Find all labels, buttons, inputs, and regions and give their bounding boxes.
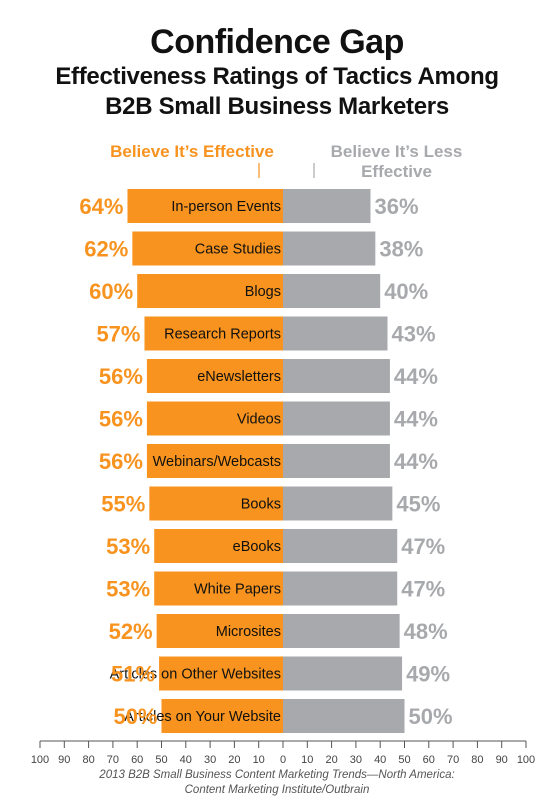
value-label-effective-case-studies: 62% <box>84 237 128 262</box>
x-axis-tick-label: 70 <box>107 754 119 766</box>
chart-source: 2013 B2B Small Business Content Marketin… <box>0 768 554 798</box>
bar-effective-enewsletters <box>146 359 283 393</box>
bar-less-effective-webinars-webcasts <box>283 444 390 478</box>
legend-effective: Believe It’s Effective <box>110 142 274 161</box>
value-label-effective-enewsletters: 56% <box>99 364 143 389</box>
x-axis-tick-label: 60 <box>423 754 435 766</box>
x-axis-tick-label: 20 <box>228 754 240 766</box>
value-label-effective-videos: 56% <box>99 407 143 432</box>
category-label-enewsletters: eNewsletters <box>197 369 281 385</box>
value-label-less-effective-white-papers: 47% <box>401 577 445 602</box>
x-axis-tick-label: 0 <box>280 754 286 766</box>
x-axis-tick-label: 100 <box>31 754 49 766</box>
value-label-less-effective-microsites: 48% <box>404 619 448 644</box>
bar-less-effective-case-studies <box>283 231 376 266</box>
chart-title-block: Confidence Gap Effectiveness Ratings of … <box>0 22 554 122</box>
bar-effective-case-studies <box>132 231 283 266</box>
x-axis-tick-label: 30 <box>350 754 362 766</box>
x-axis-tick-label: 80 <box>82 754 94 766</box>
x-axis-tick-label: 80 <box>471 754 483 766</box>
category-label-microsites: Microsites <box>216 624 281 640</box>
bar-less-effective-articles-on-other-websites <box>283 656 403 691</box>
value-label-less-effective-case-studies: 38% <box>379 237 423 262</box>
bar-less-effective-articles-on-your-website <box>283 699 405 733</box>
bar-effective-blogs <box>137 274 283 308</box>
bar-less-effective-enewsletters <box>283 359 390 393</box>
value-label-less-effective-ebooks: 47% <box>401 534 445 559</box>
value-label-effective-white-papers: 53% <box>106 577 150 602</box>
value-label-effective-ebooks: 53% <box>106 534 150 559</box>
bar-less-effective-research-reports <box>283 316 388 351</box>
value-label-effective-in-person-events: 64% <box>79 194 123 219</box>
bar-effective-white-papers <box>154 571 283 606</box>
bar-effective-articles-on-your-website <box>161 699 283 733</box>
x-axis-tick-label: 90 <box>496 754 508 766</box>
category-label-case-studies: Case Studies <box>195 242 281 258</box>
value-label-less-effective-in-person-events: 36% <box>374 194 418 219</box>
bar-effective-articles-on-other-websites <box>159 656 283 691</box>
bar-less-effective-in-person-events <box>283 189 371 223</box>
chart-subtitle-line-2: B2B Small Business Marketers <box>105 93 449 120</box>
category-label-research-reports: Research Reports <box>164 327 281 343</box>
x-axis-tick-label: 10 <box>253 754 265 766</box>
category-label-white-papers: White Papers <box>194 582 281 598</box>
x-axis-tick-label: 70 <box>447 754 459 766</box>
legend-less-effective: Believe It’s Less Effective <box>330 142 463 181</box>
bar-effective-videos <box>146 401 283 436</box>
bar-effective-in-person-events <box>127 189 283 223</box>
bar-effective-research-reports <box>144 316 283 351</box>
value-label-less-effective-enewsletters: 44% <box>394 364 438 389</box>
source-line-1: 2013 B2B Small Business Content Marketin… <box>99 769 455 781</box>
bar-less-effective-videos <box>283 401 390 436</box>
value-label-less-effective-videos: 44% <box>394 407 438 432</box>
x-axis-tick-label: 10 <box>301 754 313 766</box>
bar-less-effective-blogs <box>283 274 381 308</box>
category-label-articles-on-other-websites: Articles on Other Websites <box>110 667 281 683</box>
bar-effective-ebooks <box>154 529 283 563</box>
value-label-effective-research-reports: 57% <box>96 322 140 347</box>
value-label-effective-webinars-webcasts: 56% <box>99 449 143 474</box>
x-axis-tick-label: 30 <box>204 754 216 766</box>
x-axis-tick-label: 60 <box>131 754 143 766</box>
source-line-2: Content Marketing Institute/Outbrain <box>184 784 370 796</box>
x-axis-tick-label: 100 <box>517 754 535 766</box>
category-label-ebooks: eBooks <box>233 539 281 555</box>
x-axis-tick-label: 20 <box>325 754 337 766</box>
value-label-effective-articles-on-other-websites: 51% <box>111 662 155 687</box>
bar-less-effective-microsites <box>283 614 400 648</box>
bar-less-effective-white-papers <box>283 571 398 606</box>
x-axis-tick-label: 50 <box>398 754 410 766</box>
category-label-books: Books <box>241 497 281 513</box>
value-label-less-effective-webinars-webcasts: 44% <box>394 449 438 474</box>
value-label-less-effective-articles-on-other-websites: 49% <box>406 662 450 687</box>
value-label-less-effective-articles-on-your-website: 50% <box>409 704 453 729</box>
value-label-effective-blogs: 60% <box>89 279 133 304</box>
bar-less-effective-books <box>283 486 393 521</box>
category-label-blogs: Blogs <box>245 284 281 300</box>
value-label-less-effective-blogs: 40% <box>384 279 428 304</box>
value-label-less-effective-research-reports: 43% <box>391 322 435 347</box>
x-axis-tick-label: 50 <box>155 754 167 766</box>
bar-less-effective-ebooks <box>283 529 398 563</box>
category-label-webinars-webcasts: Webinars/Webcasts <box>153 454 281 470</box>
chart-title: Confidence Gap <box>150 23 404 61</box>
bar-effective-microsites <box>156 614 283 648</box>
x-axis-tick-label: 40 <box>180 754 192 766</box>
bar-effective-webinars-webcasts <box>146 444 283 478</box>
category-label-videos: Videos <box>237 412 281 428</box>
value-label-effective-books: 55% <box>101 492 145 517</box>
bar-effective-books <box>149 486 283 521</box>
category-label-articles-on-your-website: Articles on Your Website <box>124 709 281 725</box>
x-axis-tick-label: 90 <box>58 754 70 766</box>
x-axis-tick-label: 40 <box>374 754 386 766</box>
value-label-effective-microsites: 52% <box>109 619 153 644</box>
chart-subtitle-line-1: Effectiveness Ratings of Tactics Among <box>55 63 499 90</box>
category-label-in-person-events: In-person Events <box>171 199 281 215</box>
value-label-effective-articles-on-your-website: 50% <box>113 704 157 729</box>
value-label-less-effective-books: 45% <box>396 492 440 517</box>
